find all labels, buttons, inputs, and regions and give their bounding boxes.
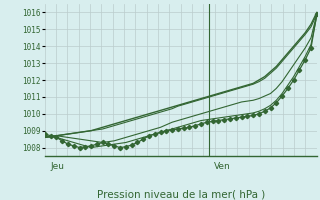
- Text: Ven: Ven: [213, 162, 230, 171]
- Text: Pression niveau de la mer( hPa ): Pression niveau de la mer( hPa ): [97, 189, 265, 199]
- Text: Jeu: Jeu: [50, 162, 64, 171]
